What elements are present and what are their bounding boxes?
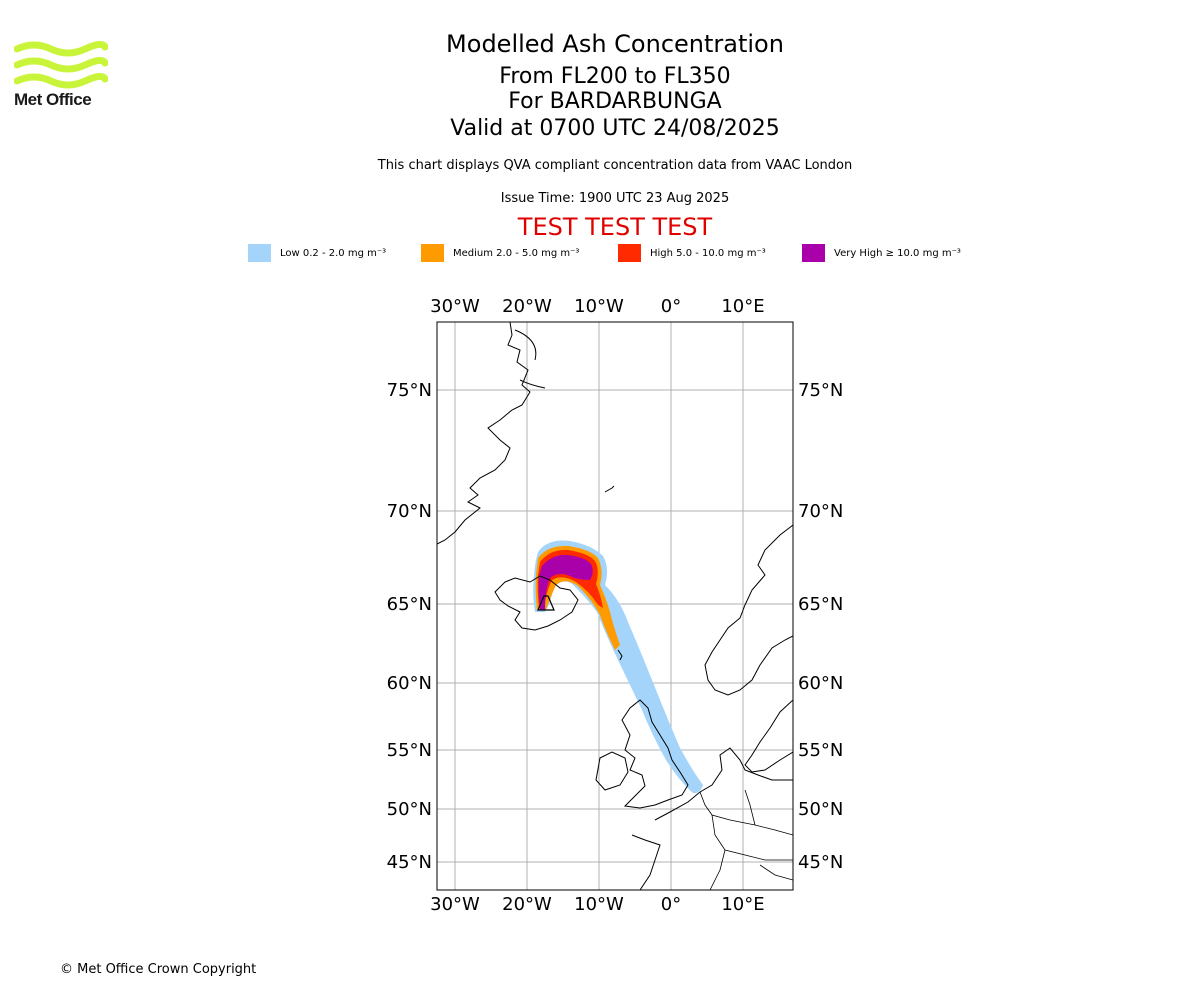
lat-label-right: 50°N [798,799,843,820]
lat-label-left: 45°N [387,852,432,873]
met-office-logo-icon [14,40,108,89]
flight-levels: From FL200 to FL350 [499,64,731,89]
lat-label-right: 60°N [798,673,843,694]
lon-label-bottom: 30°W [430,894,480,915]
ash-very-high-area [538,554,593,610]
lat-label-right: 45°N [798,852,843,873]
legend-label-very-high: Very High ≥ 10.0 mg m⁻³ [834,247,961,259]
legend-swatch-medium [421,244,444,262]
logo-text: Met Office [14,90,92,109]
legend-swatch-high [618,244,641,262]
lon-label-top: 10°W [574,296,624,317]
lat-label-right: 65°N [798,594,843,615]
valid-time: Valid at 0700 UTC 24/08/2025 [450,116,780,141]
lon-label-top: 0° [661,296,681,317]
great-britain-coast [621,699,689,809]
lon-label-top: 30°W [430,296,480,317]
lon-label-top: 20°W [502,296,552,317]
legend-item-very-high: Very High ≥ 10.0 mg m⁻³ [802,244,961,262]
chart-subtitle: This chart displays QVA compliant concen… [377,158,853,173]
lon-label-bottom: 20°W [502,894,552,915]
legend-swatch-very-high [802,244,825,262]
legend: Low 0.2 - 2.0 mg m⁻³ Medium 2.0 - 5.0 mg… [0,244,1200,264]
legend-label-low: Low 0.2 - 2.0 mg m⁻³ [280,247,387,259]
lat-label-right: 55°N [798,740,843,761]
copyright-notice: © Met Office Crown Copyright [60,962,257,977]
volcano-marker-icon [537,595,555,611]
issue-time: Issue Time: 1900 UTC 23 Aug 2025 [500,191,730,206]
lon-label-top: 10°E [721,296,764,317]
lat-label-left: 55°N [387,740,432,761]
volcano-name: For BARDARBUNGA [508,89,722,114]
page-title: Modelled Ash Concentration [446,30,784,58]
legend-item-high: High 5.0 - 10.0 mg m⁻³ [618,244,766,262]
lat-label-left: 50°N [387,799,432,820]
legend-item-medium: Medium 2.0 - 5.0 mg m⁻³ [421,244,579,262]
lat-label-right: 75°N [798,380,843,401]
legend-label-medium: Medium 2.0 - 5.0 mg m⁻³ [453,247,580,259]
iceland-coast [494,575,579,631]
lat-label-left: 60°N [387,673,432,694]
coastlines [437,322,793,890]
lat-label-right: 70°N [798,501,843,522]
lon-label-bottom: 10°W [574,894,624,915]
lon-label-bottom: 10°E [721,894,764,915]
lat-label-left: 70°N [387,501,432,522]
ireland-coast [595,751,629,791]
ash-plume [533,540,703,794]
ash-low-area [533,540,703,794]
lat-label-left: 75°N [387,380,432,401]
test-banner: TEST TEST TEST [517,213,713,241]
legend-label-high: High 5.0 - 10.0 mg m⁻³ [650,247,766,259]
lon-label-bottom: 0° [661,894,681,915]
legend-swatch-low [248,244,271,262]
lat-label-left: 65°N [387,594,432,615]
map-frame [436,321,794,891]
legend-item-low: Low 0.2 - 2.0 mg m⁻³ [248,244,386,262]
